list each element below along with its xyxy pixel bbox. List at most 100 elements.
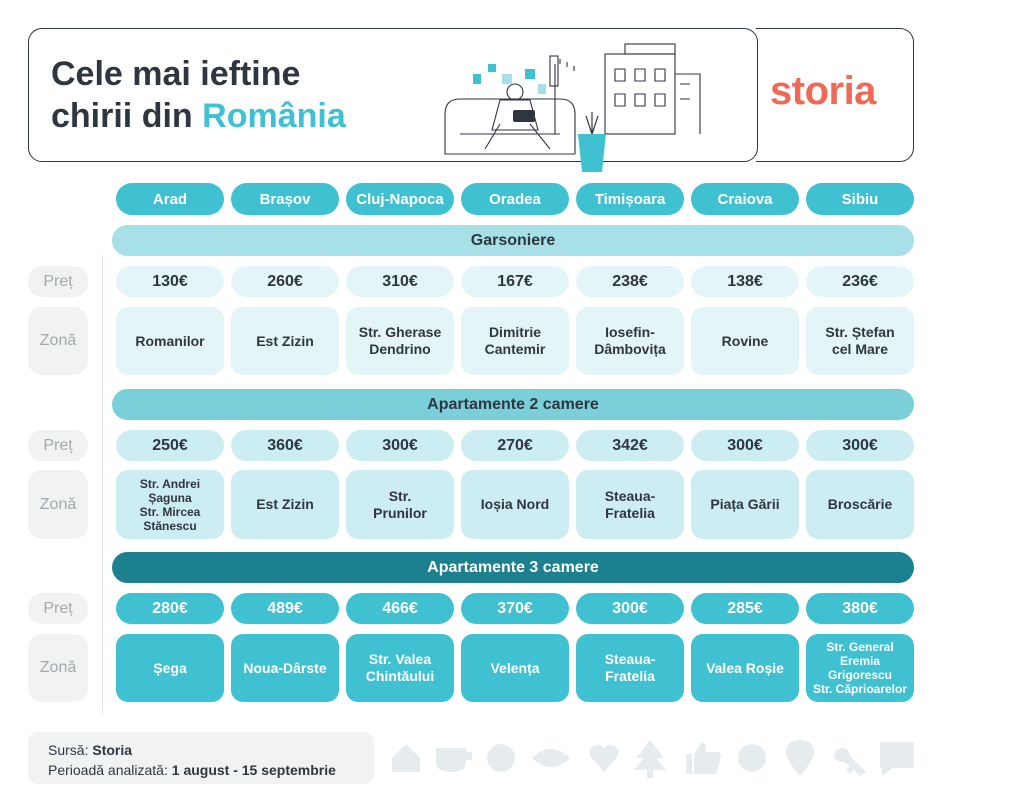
city-header: Arad [116,183,224,215]
price-cell: 380€ [806,593,914,624]
zone-line: Velența [490,659,540,676]
price-cell: 238€ [576,266,684,297]
price-cell: 285€ [691,593,799,624]
city-header: Brașov [231,183,339,215]
source-label: Sursă: [48,742,89,758]
heart-icon [589,745,619,772]
city-header: Sibiu [806,183,914,215]
zone-line: Iosefin- [605,324,655,340]
zone-cell: Steaua- Fratelia [576,470,684,539]
decorative-icon-strip [392,740,914,778]
zone-row-label: Zonă [28,307,88,375]
zone-cell: Broscărie [806,470,914,539]
key-icon [834,748,866,776]
zone-line: Ioșia Nord [480,496,550,512]
price-cell: 466€ [346,593,454,624]
person-with-laptop-illustration [444,43,701,172]
zone-line: Chintăului [365,668,435,684]
zone-row-label: Zonă [28,634,88,702]
price-cell: 250€ [116,430,224,461]
thumbs-up-icon [686,742,721,774]
page-title: Cele mai ieftine chirii din România [51,53,346,137]
zone-line: Fratelia [605,504,655,521]
zone-line: Stănescu [143,518,197,533]
period-value: 1 august - 15 septembrie [171,762,336,778]
zone-line: Șega [153,659,187,676]
eye-icon [532,749,570,767]
zone-line: Cantemir [484,341,546,357]
zone-line: Rovine [721,332,769,349]
source-line: Sursă: Storia [48,740,374,760]
section-title: Garsoniere [112,225,914,256]
source-note: Sursă: Storia Perioadă analizată: 1 augu… [28,732,374,784]
zone-line: Eremia Grigorescu [827,654,893,682]
zone-line: Str. Ștefan [825,324,895,340]
flower-icon [738,744,766,772]
price-cell: 300€ [806,430,914,461]
zone-cell: Ioșia Nord [461,470,569,539]
period-line: Perioadă analizată: 1 august - 15 septem… [48,760,374,780]
price-cell: 360€ [231,430,339,461]
zone-line: Str. Gherase [358,324,442,340]
zone-cell: Est Zizin [231,307,339,375]
chat-bubble-icon [880,742,914,776]
zone-line: Șaguna [148,490,192,505]
zone-cell: Rovine [691,307,799,375]
price-row-label: Preț [28,266,88,297]
city-header: Timișoara [576,183,684,215]
zone-line: Piața Gării [710,496,780,512]
price-cell: 310€ [346,266,454,297]
zone-line: Est Zizin [256,496,314,512]
zone-cell: Str. Valea Chintăului [346,634,454,702]
price-cell: 300€ [576,593,684,624]
zone-cell: Valea Roșie [691,634,799,702]
price-cell: 270€ [461,430,569,461]
price-cell: 138€ [691,266,799,297]
smiley-icon [487,744,515,772]
city-header: Craiova [691,183,799,215]
zone-cell: Str. Ștefan cel Mare [806,307,914,375]
zone-line: Steaua- [604,651,656,667]
zone-line: Str. Căprioarelor [812,682,908,696]
house-icon [392,744,420,772]
section-title: Apartamente 2 camere [112,389,914,420]
zone-cell: Velența [461,634,569,702]
price-cell: 236€ [806,266,914,297]
price-cell: 130€ [116,266,224,297]
location-pin-icon [786,740,814,776]
zone-line: Prunilor [373,504,427,521]
zone-cell: Noua-Dârste [231,634,339,702]
zone-cell: Iosefin- Dâmbovița [576,307,684,375]
zone-cell: Str. General Eremia Grigorescu Str. Căprio… [806,634,914,702]
price-cell: 260€ [231,266,339,297]
price-cell: 300€ [346,430,454,461]
zone-cell: Str. Gherase Dendrino [346,307,454,375]
zone-line: Str. Valea [368,651,432,667]
tree-icon [634,740,666,778]
zone-line: Str. Andrei [139,476,201,491]
zone-row-label: Zonă [28,470,88,539]
section-title: Apartamente 3 camere [112,552,914,583]
zone-cell: Steaua- Fratelia [576,634,684,702]
zone-line: Noua-Dârste [243,659,327,676]
price-row-label: Preț [28,430,88,461]
row-label-divider [102,255,103,715]
zone-line: Str. General [826,640,894,654]
zone-cell: Str. Prunilor [346,470,454,539]
city-header: Oradea [461,183,569,215]
zone-line: Broscărie [827,496,893,512]
price-cell: 167€ [461,266,569,297]
price-row-label: Preț [28,593,88,624]
zone-line: cel Mare [831,341,889,357]
zone-line: Steaua- [604,487,656,504]
zone-cell: Romanilor [116,307,224,375]
zone-line: Fratelia [605,668,655,684]
zone-line: Str. Mircea [139,504,201,519]
price-cell: 489€ [231,593,339,624]
zone-line: Dâmbovița [594,341,666,357]
zone-cell: Dimitrie Cantemir [461,307,569,375]
zone-line: Str. [388,487,412,504]
zone-line: Dimitrie [488,324,542,340]
zone-cell: Str. Andrei Șaguna Str. Mircea Stănescu [116,470,224,539]
zone-cell: Șega [116,634,224,702]
